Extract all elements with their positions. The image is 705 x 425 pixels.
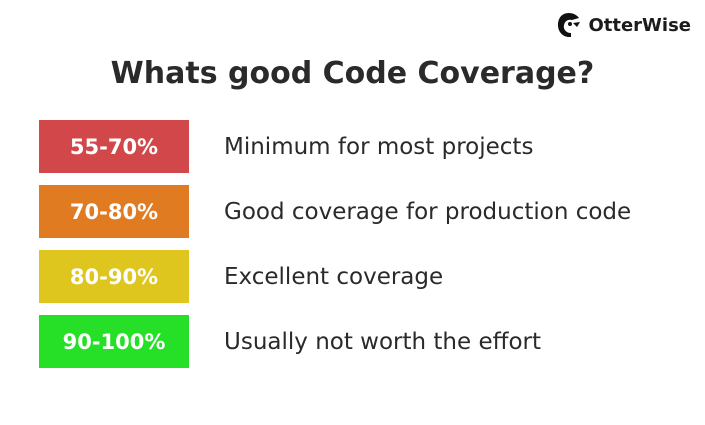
coverage-row: 55-70% Minimum for most projects [39, 120, 631, 173]
coverage-row: 90-100% Usually not worth the effort [39, 315, 631, 368]
range-badge: 80-90% [39, 250, 189, 303]
range-description: Excellent coverage [224, 263, 444, 290]
coverage-row: 80-90% Excellent coverage [39, 250, 631, 303]
range-description: Good coverage for production code [224, 198, 632, 225]
brand: OtterWise [557, 12, 691, 38]
range-badge: 70-80% [39, 185, 189, 238]
range-description: Minimum for most projects [224, 133, 534, 160]
brand-logo [558, 13, 581, 37]
range-description: Usually not worth the effort [224, 328, 542, 355]
brand-name: OtterWise [588, 14, 691, 36]
range-badge: 90-100% [39, 315, 189, 368]
coverage-row: 70-80% Good coverage for production code [39, 185, 631, 238]
range-badge: 55-70% [39, 120, 189, 173]
coverage-list: 55-70% Minimum for most projects 70-80% Goo… [39, 120, 631, 380]
title: Whats good Code Coverage? [110, 56, 595, 91]
